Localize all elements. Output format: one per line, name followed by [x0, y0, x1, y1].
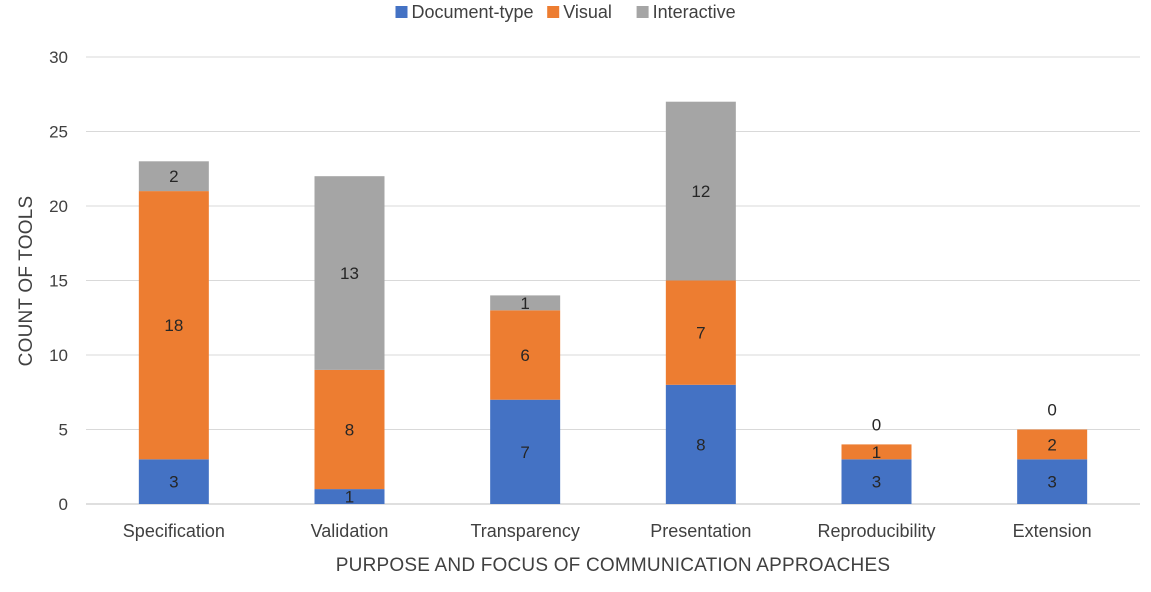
bars — [138, 101, 1088, 504]
legend-label: Interactive — [653, 2, 736, 22]
legend-label: Document-type — [412, 2, 534, 22]
bar-segment — [490, 399, 561, 504]
y-axis-ticks: 0 5 10 15 20 25 30 — [49, 48, 68, 514]
x-category-label: Specification — [123, 521, 225, 541]
data-label: 2 — [169, 167, 178, 186]
legend-swatch — [395, 6, 408, 18]
data-label: 6 — [520, 346, 529, 365]
x-axis-categories: Specification Validation Transparency Prese… — [123, 521, 1092, 541]
gridlines — [86, 56, 1140, 505]
data-label: 1 — [872, 443, 881, 462]
data-label: 7 — [696, 324, 705, 343]
y-tick-label: 30 — [49, 48, 68, 67]
y-tick-label: 15 — [49, 272, 68, 291]
bar-segment — [841, 459, 912, 504]
y-axis-title: COUNT OF TOOLS — [16, 196, 37, 367]
bar-segment — [314, 369, 385, 490]
x-category-label: Extension — [1013, 521, 1092, 541]
bar-segment — [490, 310, 561, 400]
data-label: 7 — [520, 443, 529, 462]
data-label: 3 — [169, 473, 178, 492]
x-category-label: Transparency — [470, 521, 579, 541]
legend-swatch — [636, 6, 649, 18]
legend-swatch — [547, 6, 560, 18]
data-label: 0 — [872, 415, 881, 434]
bar-segment — [665, 280, 736, 385]
legend: Document-type Visual Interactive — [395, 2, 736, 22]
bar-segment — [1017, 459, 1088, 504]
x-category-label: Reproducibility — [817, 521, 935, 541]
y-tick-label: 25 — [49, 123, 68, 142]
data-label: 8 — [696, 435, 705, 454]
data-label: 8 — [345, 421, 354, 440]
x-category-label: Presentation — [650, 521, 751, 541]
bar-segment — [1017, 429, 1088, 460]
bar-segment — [314, 489, 385, 504]
y-tick-label: 5 — [59, 421, 68, 440]
bar-segment — [665, 384, 736, 504]
data-label: 0 — [1047, 401, 1056, 420]
data-label: 3 — [1047, 473, 1056, 492]
bar-segment — [138, 459, 209, 504]
bar-segment — [314, 176, 385, 370]
x-category-label: Validation — [311, 521, 389, 541]
y-tick-label: 20 — [49, 197, 68, 216]
data-label: 1 — [520, 294, 529, 313]
x-axis-title: PURPOSE AND FOCUS OF COMMUNICATION APPRO… — [336, 555, 890, 576]
bar-segment — [138, 191, 209, 460]
y-tick-label: 0 — [59, 495, 68, 514]
data-label: 12 — [691, 182, 710, 201]
data-label: 13 — [340, 264, 359, 283]
y-tick-label: 10 — [49, 346, 68, 365]
data-label: 1 — [345, 488, 354, 507]
data-label: 2 — [1047, 435, 1056, 454]
data-label: 3 — [872, 473, 881, 492]
bar-segment — [665, 101, 736, 281]
data-label: 18 — [164, 316, 183, 335]
bar-segment — [490, 295, 561, 311]
legend-label: Visual — [563, 2, 612, 22]
bar-segment — [841, 444, 912, 460]
bar-segment — [138, 161, 209, 192]
